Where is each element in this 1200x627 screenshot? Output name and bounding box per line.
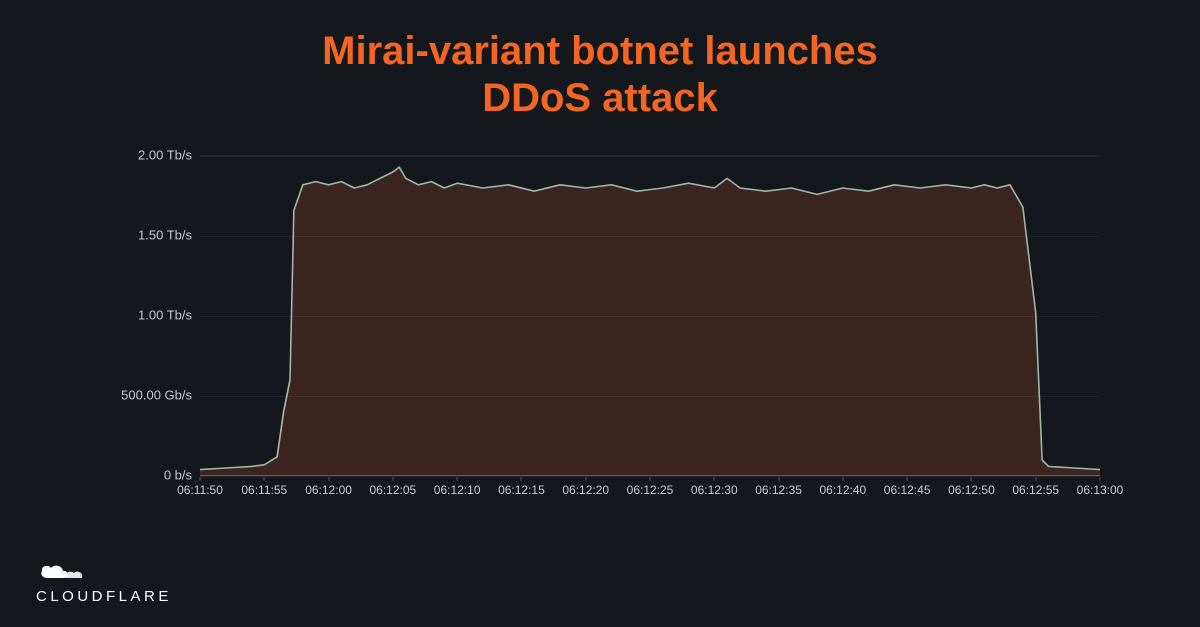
x-tick-label: 06:13:00 xyxy=(1077,483,1124,497)
y-axis: 0 b/s500.00 Gb/s1.00 Tb/s1.50 Tb/s2.00 T… xyxy=(100,155,198,475)
gridline xyxy=(200,156,1100,157)
x-tick-label: 06:12:45 xyxy=(884,483,931,497)
y-tick-label: 0 b/s xyxy=(164,468,192,483)
x-tick-label: 06:12:30 xyxy=(691,483,738,497)
x-tick-mark xyxy=(714,477,715,481)
brand-name: CLOUDFLARE xyxy=(36,588,172,605)
traffic-chart: 0 b/s500.00 Gb/s1.00 Tb/s1.50 Tb/s2.00 T… xyxy=(100,155,1100,535)
x-tick-label: 06:12:55 xyxy=(1012,483,1059,497)
x-tick-label: 06:12:35 xyxy=(755,483,802,497)
x-tick-mark xyxy=(778,477,779,481)
title-line-2: DDoS attack xyxy=(482,76,718,120)
x-tick-label: 06:12:20 xyxy=(562,483,609,497)
x-tick-label: 06:12:50 xyxy=(948,483,995,497)
area-fill xyxy=(200,167,1100,476)
gridline xyxy=(200,316,1100,317)
title-line-1: Mirai-variant botnet launches xyxy=(322,29,878,73)
x-tick-mark xyxy=(1100,477,1101,481)
x-tick-mark xyxy=(521,477,522,481)
y-tick-label: 500.00 Gb/s xyxy=(121,388,192,403)
y-tick-label: 1.50 Tb/s xyxy=(138,228,192,243)
x-tick-label: 06:12:05 xyxy=(369,483,416,497)
x-tick-label: 06:12:40 xyxy=(819,483,866,497)
x-tick-label: 06:12:25 xyxy=(627,483,674,497)
cloud-icon xyxy=(36,560,90,584)
x-tick-mark xyxy=(842,477,843,481)
x-tick-mark xyxy=(457,477,458,481)
gridline xyxy=(200,396,1100,397)
x-tick-mark xyxy=(907,477,908,481)
x-tick-mark xyxy=(392,477,393,481)
y-tick-label: 1.00 Tb/s xyxy=(138,308,192,323)
gridline xyxy=(200,236,1100,237)
x-tick-mark xyxy=(585,477,586,481)
x-tick-mark xyxy=(264,477,265,481)
x-axis: 06:11:5006:11:5506:12:0006:12:0506:12:10… xyxy=(200,477,1100,517)
x-tick-mark xyxy=(650,477,651,481)
x-tick-label: 06:11:55 xyxy=(241,483,287,497)
x-tick-label: 06:12:10 xyxy=(434,483,481,497)
brand-logo: CLOUDFLARE xyxy=(36,560,172,605)
x-tick-mark xyxy=(200,477,201,481)
plot-area xyxy=(200,155,1100,475)
x-tick-label: 06:12:15 xyxy=(498,483,545,497)
x-tick-mark xyxy=(328,477,329,481)
x-tick-label: 06:11:50 xyxy=(177,483,223,497)
x-tick-label: 06:12:00 xyxy=(305,483,352,497)
y-tick-label: 2.00 Tb/s xyxy=(138,148,192,163)
x-tick-mark xyxy=(1035,477,1036,481)
page-title: Mirai-variant botnet launches DDoS attac… xyxy=(0,0,1200,122)
x-tick-mark xyxy=(971,477,972,481)
